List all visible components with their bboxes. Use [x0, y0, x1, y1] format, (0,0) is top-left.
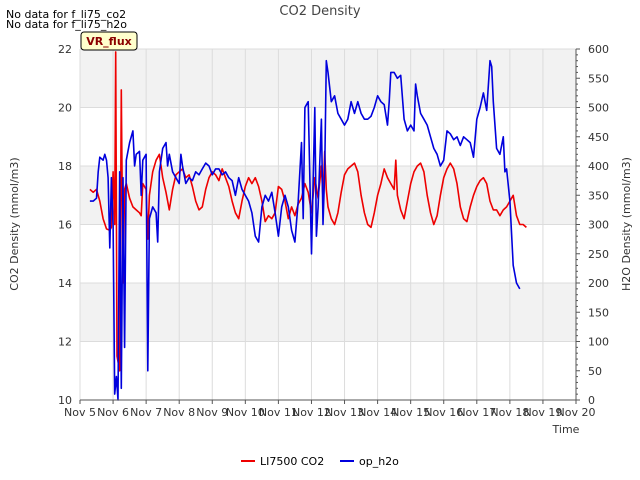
- right-tick-label: 500: [588, 102, 609, 115]
- x-tick-label: Nov 12: [292, 406, 331, 419]
- chart-title: CO2 Density: [279, 4, 360, 19]
- right-tick-label: 250: [588, 248, 609, 261]
- left-tick-label: 12: [58, 336, 72, 349]
- right-tick-label: 0: [588, 394, 595, 407]
- left-tick-label: 20: [58, 102, 72, 115]
- vr-flux-badge-text: VR_flux: [86, 35, 132, 48]
- plot-band: [80, 283, 576, 342]
- left-tick-label: 22: [58, 43, 72, 56]
- x-tick-label: Nov 18: [490, 406, 529, 419]
- x-tick-label: Nov 10: [226, 406, 265, 419]
- right-tick-label: 50: [588, 365, 602, 378]
- right-tick-label: 400: [588, 160, 609, 173]
- right-tick-label: 300: [588, 219, 609, 232]
- x-tick-label: Nov 5: [64, 406, 96, 419]
- left-tick-label: 14: [58, 277, 72, 290]
- x-tick-label: Nov 8: [163, 406, 195, 419]
- left-tick-label: 16: [58, 219, 72, 232]
- series-line-op-h2o: [89, 59, 521, 401]
- right-tick-label: 200: [588, 277, 609, 290]
- x-tick-label: Nov 13: [325, 406, 364, 419]
- x-tick-label: Nov 16: [424, 406, 463, 419]
- plot-band: [80, 166, 576, 225]
- series-layer: [89, 51, 527, 401]
- right-y-axis-label: H2O Density (mmol/m3): [620, 157, 633, 291]
- x-tick-label: Nov 20: [557, 406, 596, 419]
- no-data-note-h2o: No data for f_li75_h2o: [6, 18, 127, 31]
- left-axis-ticks: 10 12 14 16 18 20 22: [58, 43, 72, 407]
- x-tick-label: Nov 14: [358, 406, 397, 419]
- x-tick-label: Nov 6: [97, 406, 129, 419]
- right-tick-label: 450: [588, 131, 609, 144]
- vr-flux-badge-box: [80, 31, 138, 51]
- no-data-note-co2: No data for f_li75_co2: [6, 8, 126, 21]
- x-tick-label: Nov 11: [259, 406, 298, 419]
- vr-flux-badge: VR_flux: [80, 31, 138, 51]
- right-tick-label: 600: [588, 43, 609, 56]
- x-tick-label: Nov 7: [130, 406, 162, 419]
- right-axis-ticks: 0 50 100 150 200 250 300 350 400 450 500 550 600: [576, 43, 609, 407]
- x-tick-label: Nov 9: [196, 406, 228, 419]
- right-tick-label: 550: [588, 72, 609, 85]
- x-axis-label: Time: [552, 423, 580, 436]
- legend-label-op-h2o: op_h2o: [359, 455, 399, 468]
- legend: LI7500 CO2 op_h2o: [241, 455, 399, 468]
- legend-label-li7500-co2: LI7500 CO2: [260, 455, 324, 468]
- x-tick-label: Nov 19: [523, 406, 562, 419]
- right-tick-label: 100: [588, 336, 609, 349]
- right-tick-label: 350: [588, 189, 609, 202]
- left-tick-label: 10: [58, 394, 72, 407]
- right-tick-label: 150: [588, 306, 609, 319]
- left-y-axis-label: CO2 Density (mmol/m3): [8, 157, 21, 290]
- x-tick-label: Nov 15: [391, 406, 430, 419]
- x-tick-label: Nov 17: [457, 406, 496, 419]
- left-tick-label: 18: [58, 160, 72, 173]
